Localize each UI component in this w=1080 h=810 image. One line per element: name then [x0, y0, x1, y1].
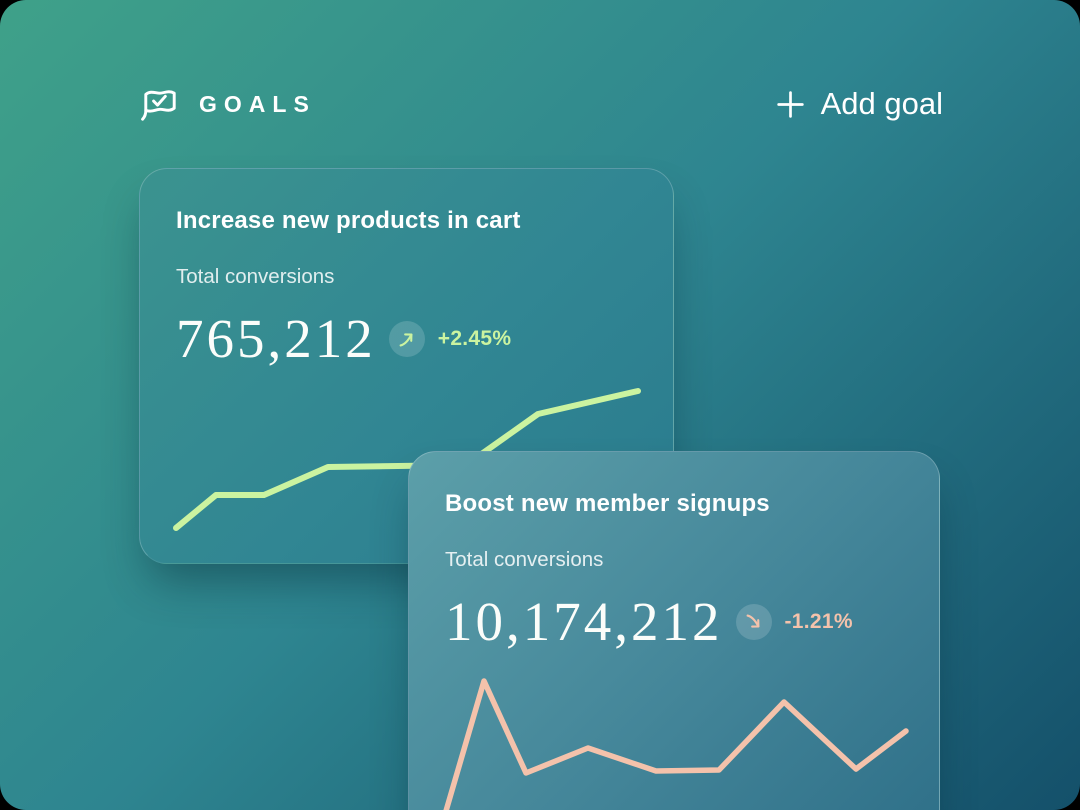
add-goal-label: Add goal [820, 86, 943, 121]
trend-up-badge [388, 321, 425, 357]
header: GOALS Add goal [137, 82, 943, 126]
metric-value: 765,212 [176, 308, 376, 369]
trend-change: -1.21% [784, 610, 853, 633]
goal-title: Increase new products in cart [176, 207, 521, 234]
flag-check-icon [137, 82, 183, 126]
plus-icon [774, 88, 807, 121]
app-title: GOALS [199, 90, 316, 117]
goal-card-boost-signups: Boost new member signups Total conversio… [408, 451, 940, 810]
brand: GOALS [137, 82, 316, 126]
metric-label: Total conversions [176, 265, 335, 288]
metric-label: Total conversions [445, 548, 604, 571]
goal-title: Boost new member signups [445, 490, 770, 517]
metric-value: 10,174,212 [445, 591, 723, 652]
add-goal-button[interactable]: Add goal [774, 86, 943, 122]
trend-change: +2.45% [437, 327, 512, 350]
trend-down-badge [735, 604, 772, 640]
metric-row: 765,212 +2.45% [176, 307, 511, 371]
metric-row: 10,174,212 -1.21% [445, 590, 853, 654]
arrow-trend-up-icon [399, 333, 413, 347]
arrow-trend-down-icon [746, 614, 759, 628]
